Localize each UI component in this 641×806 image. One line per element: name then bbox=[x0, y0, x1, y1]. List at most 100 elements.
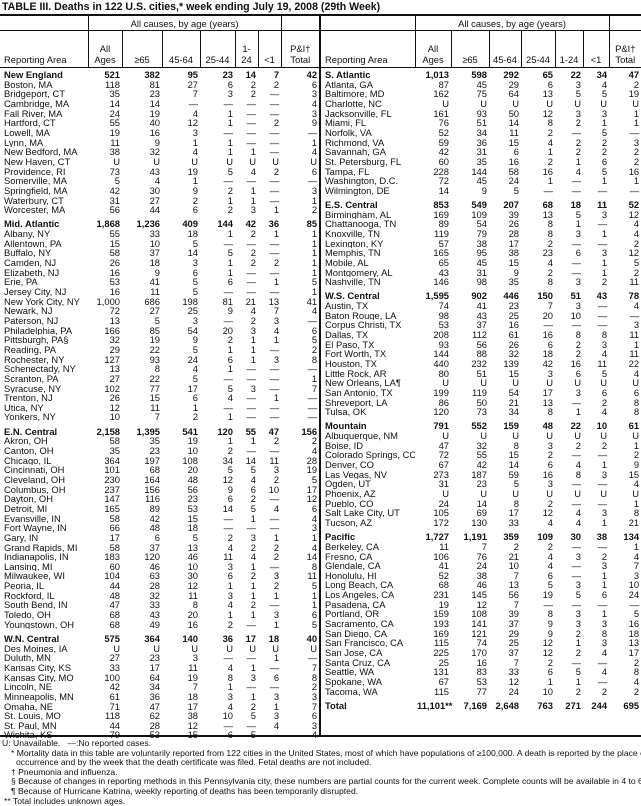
age-45-64-cell: 17 bbox=[508, 237, 519, 249]
age-under-1-cell: 8 bbox=[601, 627, 608, 639]
age-65-plus-cell: 55 bbox=[476, 449, 487, 461]
pi-total-cell: 3 bbox=[311, 690, 318, 702]
age-under-1-cell: — bbox=[269, 194, 280, 206]
pi-total-cell: 1 bbox=[311, 256, 318, 268]
age-25-44-cell: — bbox=[223, 314, 233, 326]
pi-total-cell: 16 bbox=[628, 618, 640, 630]
all-ages-cell: 19 bbox=[438, 598, 449, 610]
age-1-24-cell: — bbox=[246, 681, 256, 693]
age-under-1-cell: — bbox=[269, 401, 280, 413]
all-ages-cell: 115 bbox=[434, 685, 449, 697]
age-1-24-cell: 2 bbox=[575, 439, 581, 451]
pi-total-cell: 1 bbox=[311, 228, 318, 239]
table-row: Colorado Springs, CO 72 55 15 2 — — 2 bbox=[321, 450, 641, 460]
region-row: Total 11,101** 7,169 2,648 763 271 244 695 bbox=[321, 701, 641, 711]
all-ages-cell: 79 bbox=[109, 729, 120, 741]
reporting-area-cell: St. Paul, MN bbox=[4, 720, 57, 731]
table-row: Tucson, AZ 172 130 33 4 4 1 21 bbox=[321, 518, 641, 528]
age-under-1-cell: 1 bbox=[601, 459, 608, 471]
age-1-24-cell: 1 bbox=[250, 343, 256, 355]
footnote-legend: U: Unavailable. —:No reported cases. bbox=[2, 738, 152, 748]
age-under-1-cell: — bbox=[597, 497, 608, 509]
age-45-64-cell: U bbox=[512, 488, 519, 500]
reporting-area-cell: Lansing, MI bbox=[4, 561, 53, 572]
all-ages-cell: 59 bbox=[438, 136, 449, 148]
table-row: Springfield, MA 42 30 9 2 1 — 3 bbox=[0, 186, 319, 196]
age-45-64-cell: 15 bbox=[187, 512, 198, 524]
age-65-plus-cell: U bbox=[480, 430, 487, 442]
age-45-64-cell: 14 bbox=[508, 459, 519, 471]
age-under-1-cell: 10 bbox=[268, 483, 280, 495]
table-row: Bridgeport, CT 35 23 7 3 2 — 3 bbox=[0, 89, 319, 99]
age-45-64-cell: 24 bbox=[187, 353, 198, 365]
age-65-plus-cell: 43 bbox=[149, 165, 160, 177]
age-45-64-cell: 39 bbox=[508, 208, 519, 220]
table-row: St. Louis, MO 118 62 38 10 5 3 6 bbox=[0, 711, 319, 721]
age-under-1-cell: — bbox=[269, 247, 280, 259]
table-row: Detroit, MI 165 89 53 14 5 4 6 bbox=[0, 504, 319, 514]
age-under-1-cell: 1 bbox=[601, 228, 608, 239]
header-all-causes: All causes, by age (years) bbox=[414, 16, 610, 31]
age-25-44-cell: 9 bbox=[227, 483, 233, 495]
all-ages-cell: 35 bbox=[109, 88, 120, 100]
age-1-24-cell: 6 bbox=[250, 483, 256, 495]
age-25-44-cell: 4 bbox=[547, 560, 553, 572]
pi-total-cell: 22 bbox=[628, 358, 640, 370]
pi-total-cell: 78 bbox=[628, 290, 640, 302]
age-45-64-cell: 53 bbox=[187, 502, 198, 514]
region-row: Mid. Atlantic 1,868 1,236 409 144 42 36 85 bbox=[0, 219, 319, 229]
age-under-1-cell: 3 bbox=[601, 247, 608, 259]
age-under-1-cell: — bbox=[269, 285, 280, 297]
age-25-44-cell: 10 bbox=[222, 710, 233, 722]
all-ages-cell: 29 bbox=[109, 343, 120, 355]
table-row: St. Paul, MN 44 28 12 — — 4 3 bbox=[0, 721, 319, 731]
age-25-44-cell: — bbox=[223, 401, 233, 413]
age-65-plus-cell: 31 bbox=[476, 146, 487, 158]
pi-total-cell: 11 bbox=[629, 276, 640, 288]
age-under-1-cell: U bbox=[272, 155, 280, 167]
age-65-plus-cell: 28 bbox=[149, 719, 160, 731]
age-65-plus-cell: 32 bbox=[149, 146, 160, 158]
table-row: Hartford, CT 55 40 12 1 — 2 9 bbox=[0, 118, 319, 128]
pi-total-cell: 6 bbox=[311, 502, 318, 514]
pi-total-cell: 8 bbox=[311, 671, 318, 683]
header-pi-line1: P&I† bbox=[615, 43, 636, 54]
age-25-44-cell: 12 bbox=[542, 507, 553, 519]
age-under-1-cell: 4 bbox=[601, 666, 608, 678]
table-row: Grand Rapids, MI 58 37 13 4 2 2 4 bbox=[0, 542, 319, 553]
all-ages-cell: 230 bbox=[104, 473, 120, 485]
age-25-44-cell: 1 bbox=[227, 136, 233, 148]
age-25-44-cell: 1 bbox=[227, 343, 233, 355]
age-25-44-cell: 23 bbox=[222, 69, 233, 80]
age-under-1-cell: — bbox=[269, 136, 280, 148]
header-all-ages-line2: Ages bbox=[422, 54, 444, 65]
age-1-24-cell: 1 bbox=[575, 218, 581, 230]
reporting-area-cell: Allentown, PA bbox=[4, 238, 62, 249]
all-ages-cell: 44 bbox=[109, 580, 120, 592]
reporting-area-cell: Pacific bbox=[325, 532, 356, 542]
reporting-area-cell: El Paso, TX bbox=[325, 339, 375, 350]
age-1-24-cell: 5 bbox=[250, 502, 256, 514]
age-1-24-cell: — bbox=[246, 372, 256, 384]
reporting-area-cell: Jacksonville, FL bbox=[325, 108, 392, 119]
reporting-area-cell: Pittsburgh, PA§ bbox=[4, 335, 69, 345]
age-1-24-cell: — bbox=[246, 401, 256, 413]
age-65-plus-cell: 34 bbox=[149, 681, 160, 693]
age-25-44-cell: — bbox=[223, 237, 233, 249]
reporting-area-cell: Yonkers, NY bbox=[4, 412, 56, 423]
age-65-plus-cell: 19 bbox=[149, 334, 160, 346]
reporting-area-cell: Phoenix, AZ bbox=[325, 489, 376, 499]
pi-total-cell: 18 bbox=[628, 627, 640, 639]
age-65-plus-cell: 43 bbox=[476, 309, 487, 321]
header-reporting-area: Reporting Area bbox=[321, 30, 415, 68]
reporting-area-cell: Salt Lake City, UT bbox=[325, 508, 400, 519]
all-ages-cell: 172 bbox=[433, 517, 449, 529]
table-row: San Antonio, TX 199 119 54 17 3 6 6 bbox=[321, 388, 641, 398]
age-45-64-cell: 11 bbox=[509, 126, 519, 138]
reporting-area-cell: Peoria, IL bbox=[4, 581, 45, 591]
age-65-plus-cell: 30 bbox=[149, 184, 160, 196]
age-25-44-cell: — bbox=[543, 598, 553, 610]
all-ages-cell: 231 bbox=[433, 589, 449, 601]
age-1-24-cell: 3 bbox=[250, 324, 256, 336]
age-1-24-cell: 8 bbox=[575, 329, 581, 341]
